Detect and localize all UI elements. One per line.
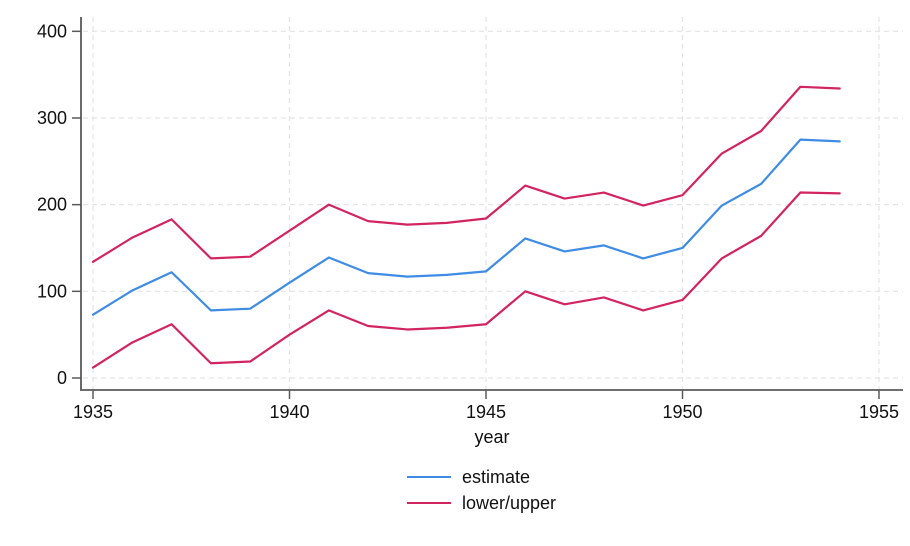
series-line-estimate	[91, 138, 841, 316]
legend: estimate lower/upper	[407, 464, 556, 516]
x-axis-title: year	[474, 427, 510, 447]
x-tick-label: 1940	[269, 402, 309, 422]
legend-key-line-lower-upper	[407, 502, 451, 504]
series-line-lower-bound	[91, 191, 841, 369]
legend-item-estimate: estimate	[407, 464, 556, 490]
legend-item-lower-upper: lower/upper	[407, 490, 556, 516]
x-tick-label: 1945	[466, 402, 506, 422]
legend-label-lower-upper: lower/upper	[462, 493, 557, 513]
legend-key-line-estimate	[407, 476, 451, 478]
y-tick-label: 0	[57, 368, 67, 388]
y-tick-label: 200	[37, 195, 67, 215]
legend-label-estimate: estimate	[462, 467, 531, 487]
y-tick-label: 400	[37, 21, 67, 41]
y-tick-label: 100	[37, 281, 67, 301]
y-tick-label: 300	[37, 108, 67, 128]
x-tick-label: 1955	[859, 402, 899, 422]
x-tick-label: 1950	[662, 402, 702, 422]
series-line-upper-bound	[91, 85, 841, 263]
x-tick-label: 1935	[73, 402, 113, 422]
